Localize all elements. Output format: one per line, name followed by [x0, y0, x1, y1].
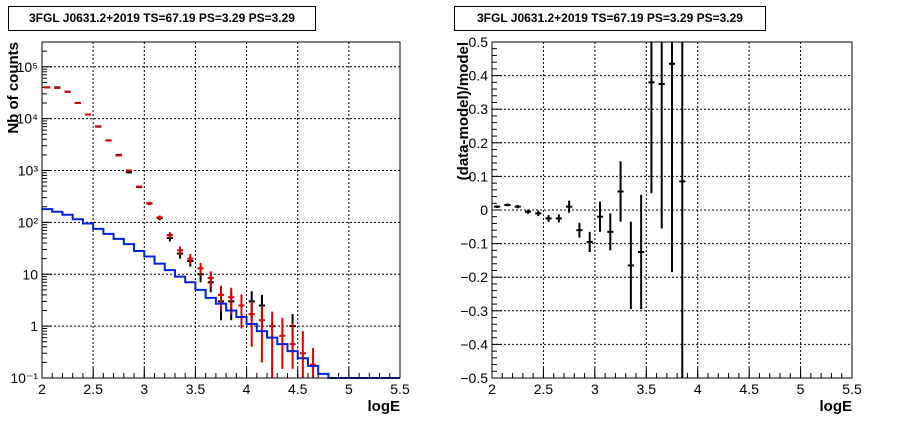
plot-frame: [491, 41, 853, 379]
x-tick-label: 4.5: [288, 381, 308, 397]
data-point: [258, 306, 265, 363]
data-point: [166, 232, 173, 239]
data-point: [638, 194, 645, 310]
data-point: [187, 254, 194, 265]
y-tick-label: 0: [480, 202, 488, 218]
x-tick-label: 5.5: [842, 381, 862, 397]
data-point: [586, 231, 593, 252]
data-point: [136, 185, 143, 188]
data-point: [668, 42, 676, 273]
x-tick-label: 3.5: [186, 381, 206, 397]
x-axis-title: logE: [368, 398, 401, 415]
data-point: [617, 161, 624, 222]
series-2: [42, 208, 400, 379]
series-0: [494, 42, 686, 378]
data-point: [177, 246, 184, 255]
y-tick-label: −0.4: [460, 336, 488, 352]
data-point: [576, 222, 583, 238]
data-point: [207, 271, 214, 288]
data-point: [125, 169, 133, 172]
data-point: [545, 215, 552, 222]
x-tick-label: 5: [797, 381, 805, 397]
data-point: [238, 294, 245, 329]
left-chart-title: 3FGL J0631.2+2019 TS=67.19 PS=3.29 PS=3.…: [8, 6, 316, 31]
data-point: [658, 42, 665, 229]
data-point: [679, 42, 686, 378]
data-point: [156, 215, 163, 220]
data-point: [648, 42, 655, 194]
right-chart-title: 3FGL J0631.2+2019 TS=67.19 PS=3.29 PS=3.…: [454, 6, 766, 31]
data-point: [514, 204, 521, 209]
y-axis-title: Nb of counts: [5, 42, 22, 134]
y-tick-label: −0.3: [460, 303, 488, 319]
data-point: [535, 210, 542, 217]
y-tick-label: 0.5: [469, 34, 489, 50]
x-tick-label: 2.5: [534, 381, 554, 397]
x-tick-label: 5.5: [390, 381, 410, 397]
x-tick-label: 4: [243, 381, 251, 397]
x-tick-label: 3.5: [637, 381, 657, 397]
y-tick-label: −0.2: [460, 269, 488, 285]
x-tick-label: 3: [140, 381, 148, 397]
y-tick-label: 0.1: [469, 168, 489, 184]
y-tick-label: 10: [22, 266, 38, 282]
data-point: [555, 214, 562, 223]
plot-area: [42, 42, 400, 378]
data-point: [524, 209, 532, 214]
x-axis-title: logE: [820, 398, 853, 415]
data-point: [299, 331, 306, 378]
y-tick-label: 10⁻¹: [10, 370, 38, 386]
data-point: [269, 311, 276, 378]
plot-frame: [41, 41, 401, 379]
x-tick-label: 2: [488, 381, 496, 397]
x-tick-label: 3: [591, 381, 599, 397]
left-panel: 2 2.5 3 3.5 4 4.5 5 5.5 10⁻¹ 1 10 10² 10³ 10⁴ 10⁵ logE N…: [5, 41, 410, 415]
histogram-line: [42, 208, 400, 379]
data-point: [607, 213, 614, 251]
data-point: [217, 285, 225, 311]
data-point: [146, 201, 153, 205]
data-point: [197, 262, 204, 276]
x-tick-label: 4: [694, 381, 702, 397]
x-tick-label: 2.5: [83, 381, 103, 397]
data-point: [494, 205, 501, 208]
y-tick-label: 10⁴: [16, 111, 38, 127]
y-tick-label: 10³: [18, 163, 39, 179]
y-tick-label: 0.4: [469, 68, 489, 84]
data-point: [627, 221, 634, 310]
right-panel: 2 2.5 3 3.5 4 4.5 5 5.5 −0.5 −0.4 −0.3 −0.2 −0.1 0 0.1…: [455, 34, 862, 415]
data-point: [125, 171, 133, 174]
y-tick-label: 1: [30, 318, 38, 334]
data-point: [504, 203, 511, 207]
data-point: [115, 154, 122, 157]
data-point: [596, 201, 604, 232]
y-tick-label: 0.2: [469, 135, 489, 151]
x-tick-label: 5: [345, 381, 353, 397]
data-point: [566, 200, 573, 213]
y-tick-label: 10²: [18, 214, 39, 230]
y-tick-label: −0.1: [460, 236, 488, 252]
data-point: [309, 347, 317, 378]
series-1: [44, 86, 317, 378]
x-tick-label: 4.5: [739, 381, 759, 397]
y-tick-label: 0.3: [469, 101, 489, 117]
x-tick-label: 2: [38, 381, 46, 397]
y-axis-title: (data-model)/model: [455, 42, 472, 180]
y-tick-label: 10⁵: [17, 59, 38, 75]
data-point: [289, 322, 296, 369]
y-tick-label: −0.5: [460, 370, 488, 386]
